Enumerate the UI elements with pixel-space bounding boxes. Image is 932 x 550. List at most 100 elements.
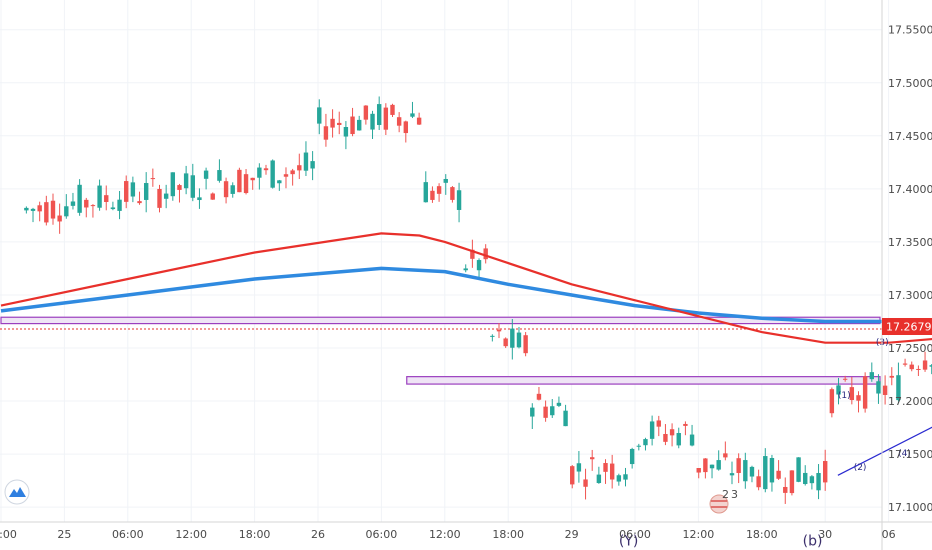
lower-trendline <box>837 426 932 476</box>
candle-down <box>430 190 435 200</box>
candle-down <box>390 104 395 115</box>
candle-up <box>183 173 189 189</box>
candle-up <box>110 207 116 210</box>
candle-down <box>223 181 229 198</box>
candle-down <box>124 181 129 202</box>
candle-down <box>243 174 249 194</box>
candle-up <box>689 434 695 446</box>
time-axis[interactable]: 18:00 25 06:00 12:00 18:00 26 06:00 12:00 18:00 2… <box>0 528 896 541</box>
candle-down <box>44 202 49 223</box>
ma-red-line <box>0 232 932 344</box>
candle-down <box>536 393 542 400</box>
candle-up <box>143 183 149 200</box>
price-tick-label: 17.50000 <box>888 77 932 90</box>
candle-down <box>609 463 615 480</box>
candle-down <box>297 165 302 171</box>
candle-up <box>796 457 801 482</box>
candle-up <box>163 193 169 199</box>
candle-up <box>130 182 136 197</box>
candle-down <box>776 470 781 479</box>
candle-up <box>24 207 29 211</box>
candle-down <box>590 457 595 460</box>
candle-down <box>383 107 389 130</box>
candle-up <box>230 185 235 194</box>
candle-down <box>137 201 142 204</box>
candle-up <box>277 180 282 184</box>
candle-up <box>763 456 768 490</box>
candle-up <box>676 433 681 446</box>
candle-up <box>64 206 69 217</box>
time-tick-label: 25 <box>57 528 71 541</box>
event-marker[interactable]: 2 3 <box>709 488 738 514</box>
candle-down <box>783 486 788 493</box>
candle-down <box>583 479 588 487</box>
candle-down <box>916 368 921 370</box>
candle-down <box>922 360 928 370</box>
candle-up <box>190 175 195 198</box>
candle-down <box>450 187 455 200</box>
candle-down <box>856 395 861 401</box>
candle-down <box>290 170 295 175</box>
candle-down <box>283 174 289 177</box>
candle-up <box>803 472 808 485</box>
logo-circle <box>4 479 30 505</box>
wave-label: (1) <box>838 391 851 401</box>
candle-up <box>649 421 655 439</box>
candle-up <box>197 197 202 201</box>
time-tick-label: 06 <box>882 528 896 541</box>
price-tick-label: 17.25000 <box>888 342 932 355</box>
current-price-badge-bg <box>882 318 932 335</box>
candle-up <box>203 170 209 179</box>
candle-up <box>456 190 462 210</box>
candle-down <box>503 338 508 347</box>
wave-label: (2) <box>854 463 867 473</box>
candle-down <box>150 178 156 180</box>
grid <box>0 0 890 522</box>
candle-down <box>157 188 162 208</box>
price-tick-label: 17.55000 <box>888 24 932 37</box>
candle-up <box>709 464 715 469</box>
candle-down <box>656 420 661 427</box>
time-tick-label: 29 <box>565 528 579 541</box>
logo-mark-icon <box>9 487 26 497</box>
candle-down <box>50 200 56 219</box>
candle-up <box>77 184 82 213</box>
candle-down <box>483 248 488 260</box>
candle-up <box>490 335 495 337</box>
current-price-badge: 17.26790 <box>882 318 932 335</box>
candle-down <box>703 458 708 473</box>
candle-down <box>862 376 868 409</box>
candle-up <box>343 127 349 137</box>
candle-down <box>663 433 668 442</box>
event-count-a: 2 <box>722 488 729 501</box>
candle-up <box>97 185 102 208</box>
tradingview-logo[interactable] <box>4 479 30 505</box>
candle-down <box>543 406 548 418</box>
price-tick-label: 17.10000 <box>888 501 932 514</box>
candle-up <box>217 170 222 181</box>
candle-down <box>396 117 402 126</box>
candle-up <box>769 457 775 483</box>
current-price-label: 17.26790 <box>886 321 932 334</box>
candle-down <box>177 185 182 190</box>
candle-down <box>909 364 914 370</box>
lower-zone <box>406 376 881 385</box>
candle-up <box>816 473 821 491</box>
candle-down <box>37 205 42 212</box>
candle-down <box>350 116 355 135</box>
candle-up <box>929 365 932 367</box>
candle-down <box>210 193 215 200</box>
candle-down <box>523 335 528 354</box>
candle-down <box>736 458 741 473</box>
candle-up <box>310 161 315 169</box>
candle-down <box>237 169 242 193</box>
price-axis[interactable]: 17.10000 17.15000 17.20000 17.25000 17.30000… <box>888 24 932 514</box>
candle-down <box>470 249 475 259</box>
candle-down <box>496 329 502 332</box>
candle-up <box>556 402 562 406</box>
time-tick-label: 18:00 <box>746 528 778 541</box>
candle-down <box>683 423 688 426</box>
candle-up <box>317 107 322 124</box>
candle-down <box>842 378 848 380</box>
